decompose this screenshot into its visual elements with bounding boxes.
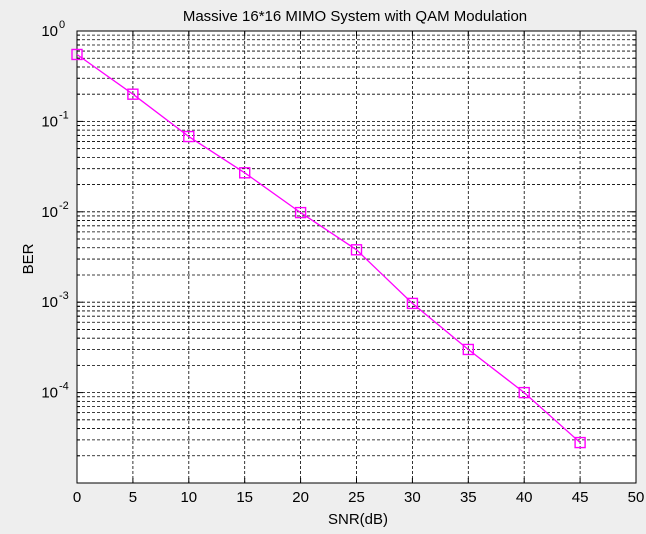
x-tick-label: 5	[129, 489, 137, 506]
ber-data-point	[406, 297, 419, 310]
x-axis-label: SNR(dB)	[328, 511, 388, 528]
y-tick-label-exponent: 0	[59, 19, 65, 31]
ber-data-point	[518, 386, 530, 399]
y-tick-label: 10 -3	[41, 290, 68, 311]
y-tick-label-exponent: -1	[59, 109, 69, 121]
y-tick-label-base: 10	[41, 294, 58, 311]
y-tick-label: 10 -4	[41, 381, 68, 402]
y-tick-label: 10 -2	[41, 200, 68, 221]
series-layer	[71, 48, 586, 449]
grid-lines	[77, 31, 636, 483]
plot-frame	[76, 30, 637, 484]
x-tick-label: 15	[236, 489, 253, 506]
x-tick-label: 30	[404, 489, 421, 506]
y-tick-label-exponent: -3	[59, 290, 69, 302]
ber-data-point	[71, 48, 83, 61]
x-tick-label: 45	[572, 489, 589, 506]
x-tick-label: 35	[460, 489, 477, 506]
ber-data-point	[294, 206, 307, 219]
ber-series-line	[76, 53, 581, 444]
ber-data-point	[127, 88, 139, 100]
x-tick-labels: 0 5 10 15 20 25 30 35 40 45 50	[73, 489, 645, 506]
y-tick-label-base: 10	[41, 113, 58, 130]
x-tick-label: 50	[628, 489, 645, 506]
x-tick-label: 10	[180, 489, 197, 506]
ber-data-point	[183, 130, 195, 143]
chart-title: Massive 16*16 MIMO System with QAM Modul…	[183, 8, 527, 25]
y-tick-label-base: 10	[41, 204, 58, 221]
y-tick-label-exponent: -4	[59, 381, 69, 393]
y-tick-label-base: 10	[41, 23, 58, 40]
x-tick-label: 0	[73, 489, 81, 506]
ber-data-point	[574, 436, 586, 449]
x-tick-label: 20	[292, 489, 309, 506]
ber-data-point	[462, 343, 474, 356]
ber-data-point	[350, 244, 363, 256]
x-tick-label: 25	[348, 489, 365, 506]
y-tick-label-exponent: -2	[59, 200, 69, 212]
y-tick-label-base: 10	[41, 385, 58, 402]
ber-data-point	[238, 167, 251, 179]
x-tick-label: 40	[516, 489, 533, 506]
y-axis-label: BER	[20, 243, 37, 274]
y-tick-label: 10 0	[41, 19, 65, 40]
y-tick-label: 10 -1	[41, 109, 68, 130]
